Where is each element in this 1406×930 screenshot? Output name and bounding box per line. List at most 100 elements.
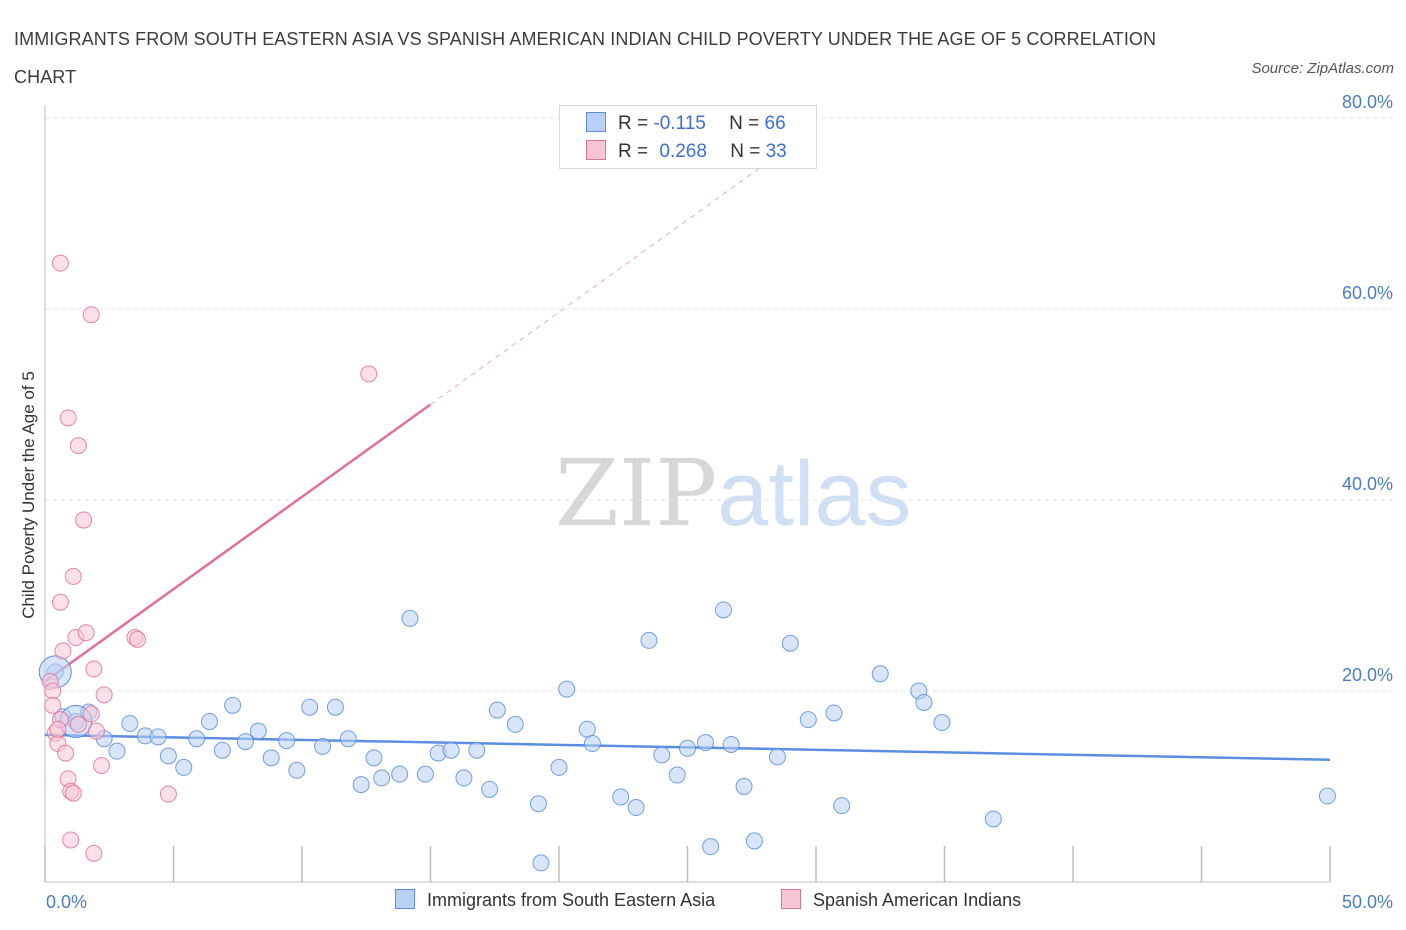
point-blue — [391, 765, 409, 783]
point-pink — [44, 682, 62, 700]
bottom-legend-item-pink: Spanish American Indians — [781, 889, 1021, 911]
point-pink — [44, 696, 62, 714]
point-blue — [529, 795, 547, 813]
y-tick-label: 40.0% — [1342, 474, 1393, 494]
point-pink — [49, 720, 67, 738]
point-blue — [249, 722, 267, 740]
point-blue — [506, 715, 524, 733]
point-blue — [679, 739, 696, 757]
legend-row-pink: R = 0.268 N = 33 — [586, 140, 787, 164]
point-pink — [93, 756, 111, 774]
point-pink — [54, 642, 72, 660]
chart-title: IMMIGRANTS FROM SOUTH EASTERN ASIA VS SP… — [14, 29, 1157, 87]
point-blue — [550, 758, 568, 776]
point-blue — [200, 713, 218, 731]
legend-r-label: R = — [618, 113, 649, 134]
point-blue — [149, 728, 167, 746]
point-blue — [915, 693, 933, 711]
x-tick-label: 50.0% — [1342, 892, 1393, 912]
point-blue — [768, 748, 786, 766]
point-blue — [532, 854, 550, 872]
point-blue — [558, 680, 576, 698]
point-pink — [360, 365, 378, 383]
point-pink — [82, 705, 100, 723]
point-pink — [95, 686, 113, 704]
point-blue — [833, 797, 851, 815]
legend-swatch-pink — [586, 140, 606, 160]
point-blue — [735, 778, 753, 795]
bottom-legend-label-blue: Immigrants from South Eastern Asia — [427, 890, 716, 910]
point-blue — [825, 704, 843, 722]
point-blue — [871, 665, 889, 683]
trend-line-pink — [44, 403, 432, 683]
point-blue — [236, 733, 254, 751]
point-pink — [64, 567, 82, 585]
watermark-zip: ZIP — [555, 440, 718, 547]
point-blue — [416, 765, 434, 783]
point-blue — [373, 769, 391, 787]
point-pink — [59, 409, 77, 427]
point-blue — [213, 741, 231, 759]
point-blue — [339, 730, 357, 748]
axes — [44, 105, 1331, 883]
point-blue — [159, 747, 177, 765]
point-blue — [288, 761, 306, 779]
stats-legend: R = -0.115 N = 66 R = 0.268 N = 33 — [559, 105, 817, 169]
point-blue — [278, 732, 296, 750]
point-blue — [301, 698, 319, 716]
point-pink — [82, 306, 100, 324]
point-pink — [51, 593, 69, 611]
point-blue — [108, 742, 126, 760]
watermark-atlas: atlas — [717, 443, 912, 545]
point-blue — [262, 749, 280, 767]
point-blue — [468, 741, 486, 759]
legend-n-value-blue: 66 — [764, 113, 786, 134]
point-pink — [129, 630, 147, 648]
point-blue — [188, 730, 206, 748]
point-blue — [326, 698, 344, 716]
y-tick-label: 60.0% — [1342, 283, 1393, 303]
point-blue — [933, 714, 951, 732]
legend-n-label: N = — [730, 141, 761, 162]
point-blue — [984, 810, 1002, 828]
point-pink — [75, 511, 93, 529]
point-blue — [224, 696, 242, 714]
y-tick-label: 80.0% — [1342, 92, 1393, 112]
point-blue — [401, 609, 419, 627]
point-pink — [159, 785, 177, 803]
watermark: ZIPatlas — [555, 440, 912, 547]
trend-lines — [44, 127, 1331, 762]
y-tick-label: 20.0% — [1342, 665, 1393, 685]
trend-line-pink-extension — [430, 127, 817, 405]
legend-r-value-blue: -0.115 — [653, 113, 706, 134]
point-pink — [85, 844, 103, 862]
point-blue — [781, 634, 799, 652]
bottom-legend-label-pink: Spanish American Indians — [813, 890, 1022, 910]
y-axis-label: Child Poverty Under the Age of 5 — [19, 371, 38, 619]
point-blue — [612, 788, 630, 806]
point-blue — [640, 631, 658, 649]
legend-swatch-blue — [586, 112, 606, 132]
point-blue — [121, 714, 139, 732]
point-pink — [57, 744, 75, 762]
point-blue — [722, 735, 740, 753]
legend-n-value-pink: 33 — [765, 141, 787, 162]
point-pink — [51, 254, 69, 272]
point-pink — [69, 715, 87, 733]
point-pink — [85, 660, 103, 678]
data-points — [38, 254, 1336, 872]
legend-row-blue: R = -0.115 N = 66 — [586, 112, 786, 136]
point-blue — [352, 776, 370, 794]
point-pink — [62, 831, 80, 849]
bottom-legend-item-blue: Immigrants from South Eastern Asia — [395, 889, 715, 911]
point-blue — [696, 734, 714, 752]
bottom-legend-swatch-blue — [395, 889, 415, 909]
point-blue — [175, 758, 193, 776]
point-blue — [583, 735, 601, 753]
legend-r-value-pink: 0.268 — [659, 141, 707, 162]
point-blue — [627, 799, 645, 817]
legend-r-label: R = — [618, 141, 649, 162]
point-blue — [714, 601, 732, 619]
point-pink — [87, 722, 105, 740]
source-label: Source: ZipAtlas.com — [1251, 60, 1394, 77]
